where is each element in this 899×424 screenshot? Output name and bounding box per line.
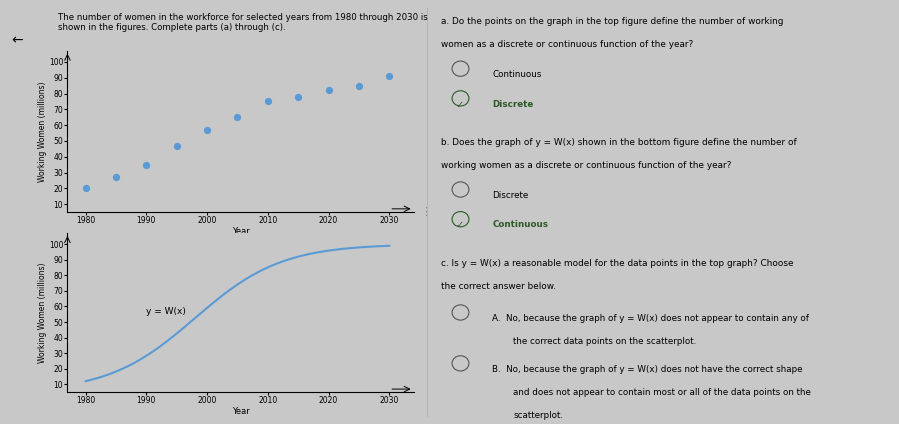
Point bbox=[139, 161, 154, 168]
Text: women as a discrete or continuous function of the year?: women as a discrete or continuous functi… bbox=[441, 40, 693, 49]
Point bbox=[200, 126, 214, 133]
Text: a. Do the points on the graph in the top figure define the number of working: a. Do the points on the graph in the top… bbox=[441, 17, 783, 26]
Point bbox=[321, 87, 335, 94]
Text: A.  No, because the graph of y = W(x) does not appear to contain any of: A. No, because the graph of y = W(x) doe… bbox=[493, 314, 809, 323]
X-axis label: Year: Year bbox=[232, 226, 249, 236]
Text: ✓: ✓ bbox=[456, 220, 464, 231]
Text: Discrete: Discrete bbox=[493, 100, 533, 109]
Text: ←: ← bbox=[11, 34, 22, 48]
Point bbox=[352, 82, 366, 89]
Text: B.  No, because the graph of y = W(x) does not have the correct shape: B. No, because the graph of y = W(x) doe… bbox=[493, 365, 803, 374]
Text: Continuous: Continuous bbox=[493, 220, 548, 229]
Text: y = W(x): y = W(x) bbox=[147, 307, 186, 316]
Text: Discrete: Discrete bbox=[493, 191, 529, 200]
Text: working women as a discrete or continuous function of the year?: working women as a discrete or continuou… bbox=[441, 161, 731, 170]
Point bbox=[230, 114, 245, 120]
Point bbox=[382, 73, 396, 80]
Text: The number of women in the workforce for selected years from 1980 through 2030 i: The number of women in the workforce for… bbox=[58, 13, 428, 32]
Text: and does not appear to contain most or all of the data points on the: and does not appear to contain most or a… bbox=[513, 388, 811, 397]
Text: Continuous: Continuous bbox=[493, 70, 542, 79]
Point bbox=[291, 93, 306, 100]
Y-axis label: Working Women (millions): Working Women (millions) bbox=[39, 262, 48, 363]
Text: scatterplot.: scatterplot. bbox=[513, 411, 564, 420]
Text: the correct data points on the scatterplot.: the correct data points on the scatterpl… bbox=[513, 337, 697, 346]
Text: ⋮: ⋮ bbox=[420, 207, 431, 217]
Point bbox=[170, 142, 184, 149]
Text: the correct answer below.: the correct answer below. bbox=[441, 282, 556, 291]
X-axis label: Year: Year bbox=[232, 407, 249, 416]
Y-axis label: Working Women (millions): Working Women (millions) bbox=[39, 81, 48, 182]
Point bbox=[109, 174, 123, 181]
Text: c. Is y = W(x) a reasonable model for the data points in the top graph? Choose: c. Is y = W(x) a reasonable model for th… bbox=[441, 259, 794, 268]
Text: ✓: ✓ bbox=[456, 100, 464, 110]
Text: b. Does the graph of y = W(x) shown in the bottom figure define the number of: b. Does the graph of y = W(x) shown in t… bbox=[441, 138, 797, 147]
Point bbox=[78, 185, 93, 192]
Point bbox=[261, 98, 275, 105]
